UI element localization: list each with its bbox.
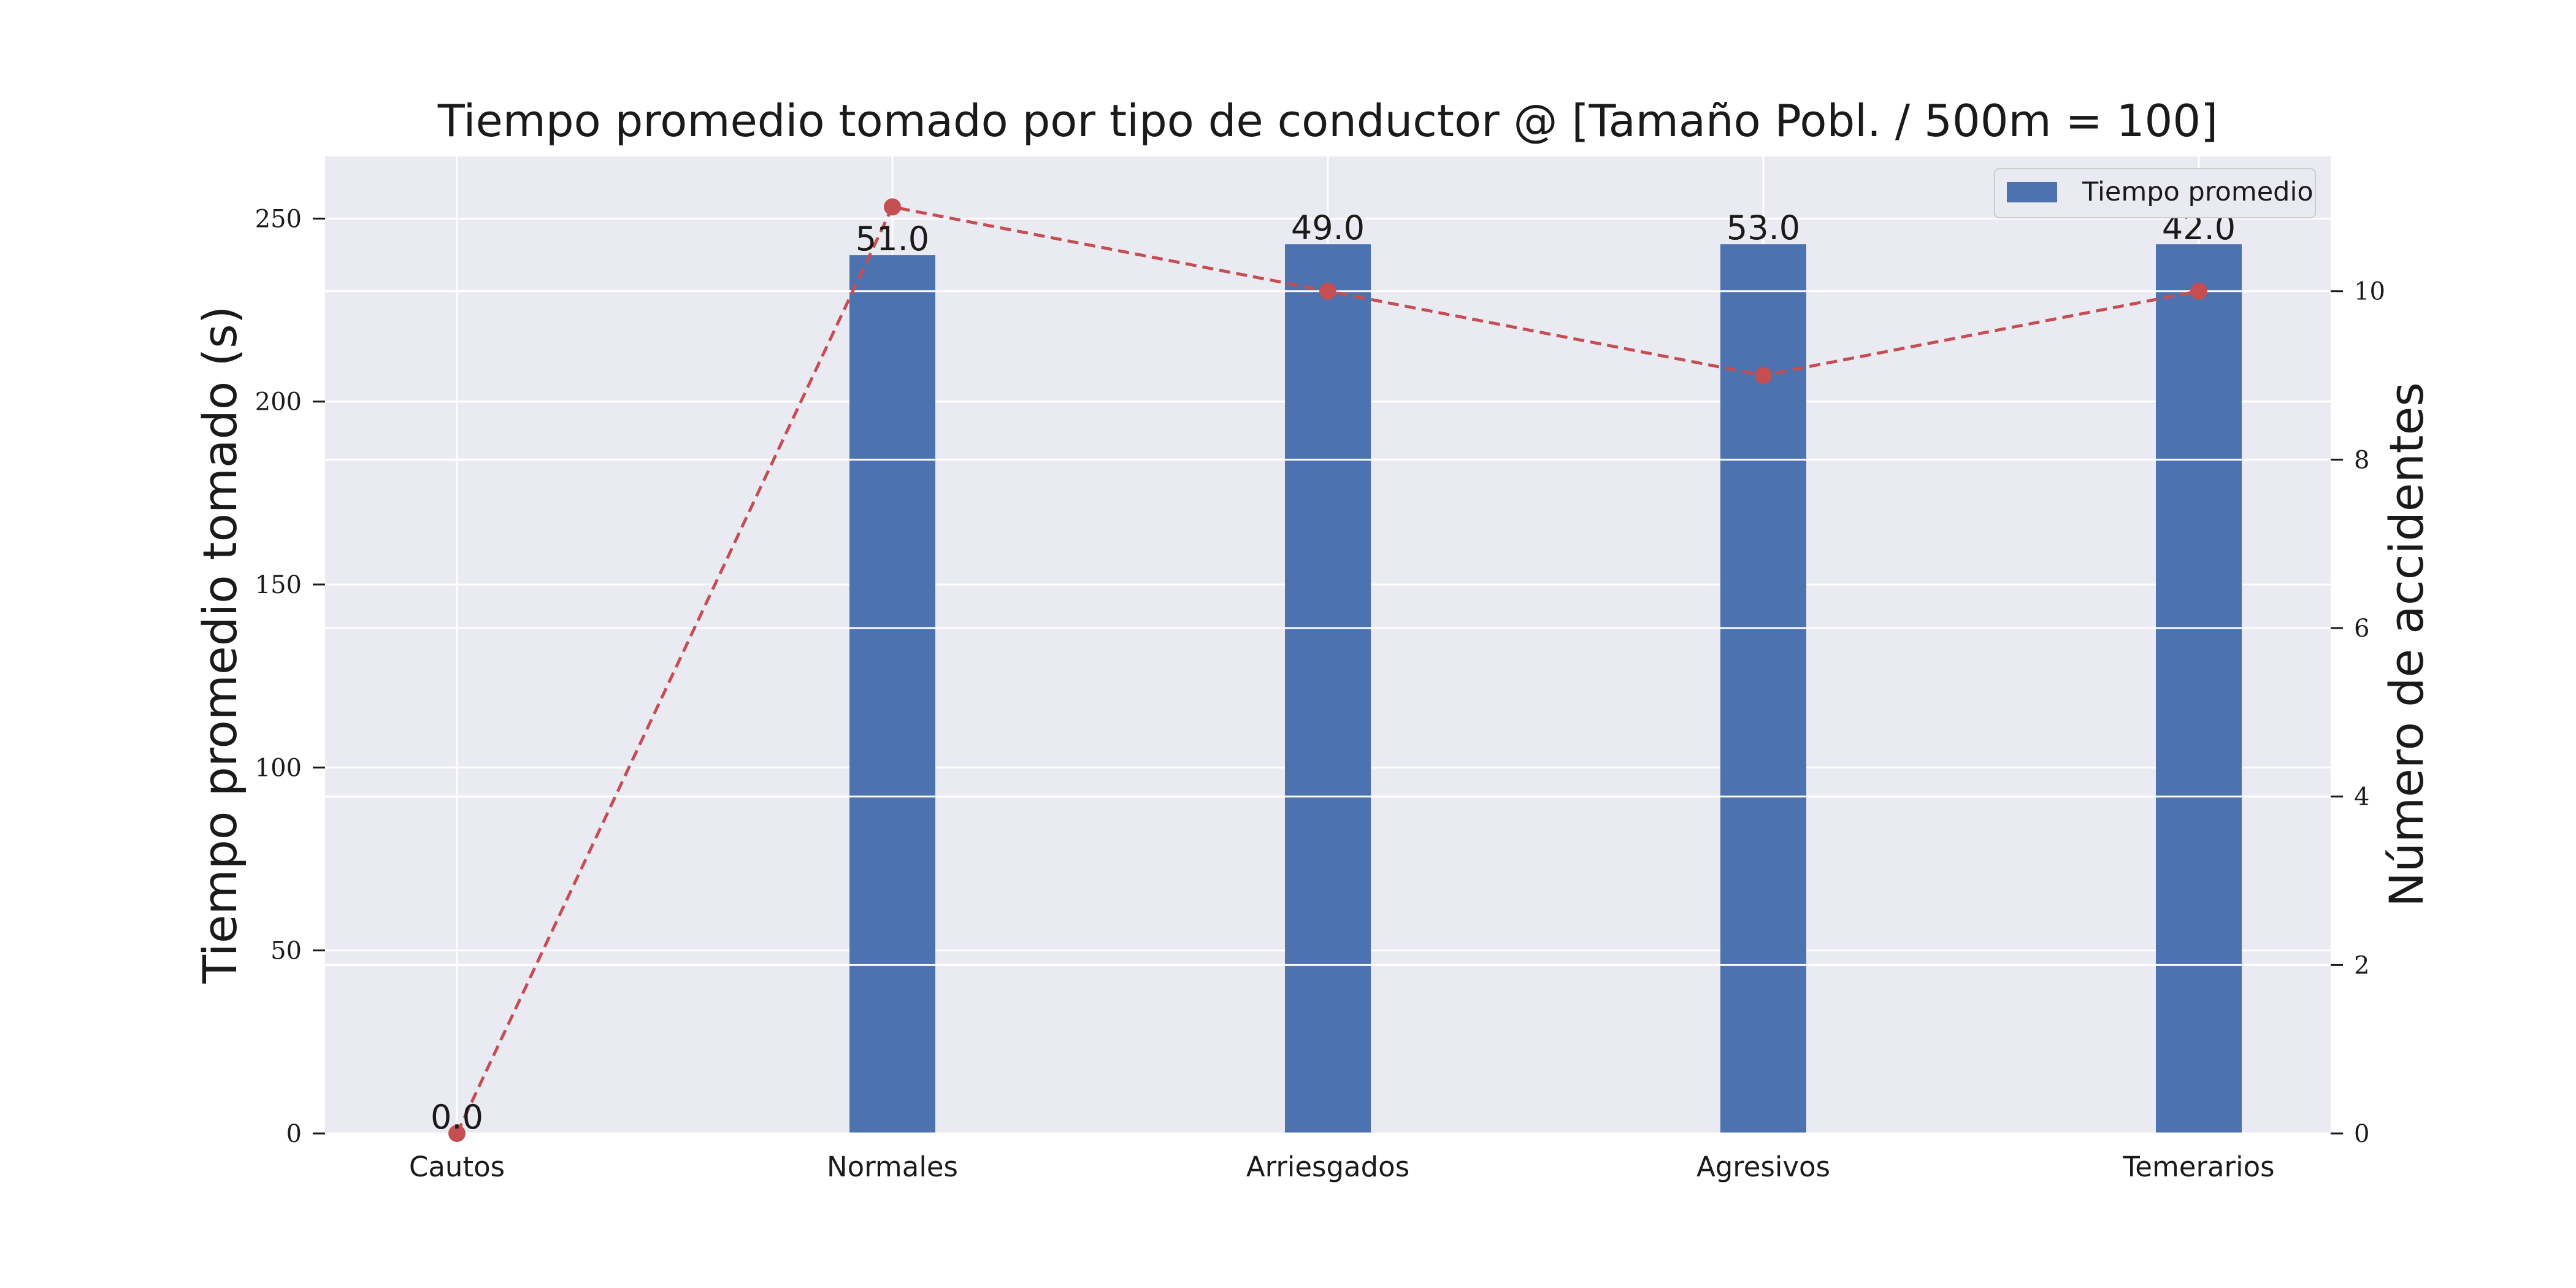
bar bbox=[1720, 244, 1806, 1133]
y-axis-label: Tiempo promedio tomado (s) bbox=[193, 306, 247, 984]
x-tick-label: Arriesgados bbox=[1246, 1151, 1409, 1183]
bar bbox=[1285, 244, 1371, 1133]
line-point bbox=[884, 198, 901, 216]
legend-box bbox=[1994, 168, 2316, 218]
y-tick-label: 150 bbox=[255, 571, 302, 599]
y2-tick-label: 8 bbox=[2354, 446, 2369, 474]
left-axis-ticks: 0 50 100 150 200 250 bbox=[255, 205, 325, 1148]
y-tick-label: 250 bbox=[255, 205, 302, 233]
line-point bbox=[448, 1125, 466, 1142]
y-tick-label: 50 bbox=[270, 937, 302, 965]
y-tick-label: 200 bbox=[255, 388, 302, 416]
legend: Tiempo promedio bbox=[1994, 168, 2316, 218]
x-tick-label: Agresivos bbox=[1696, 1151, 1830, 1183]
line-point bbox=[1319, 282, 1336, 300]
y2-tick-label: 4 bbox=[2354, 783, 2369, 811]
accidents-line bbox=[448, 198, 2207, 1142]
bar-value-label: 49.0 bbox=[1291, 209, 1365, 247]
chart-title: Tiempo promedio tomado por tipo de condu… bbox=[437, 95, 2218, 147]
y2-tick-label: 6 bbox=[2354, 615, 2369, 643]
legend-swatch bbox=[2007, 182, 2057, 202]
line-point bbox=[1755, 367, 1772, 385]
y2-tick-label: 2 bbox=[2354, 951, 2369, 979]
y2-axis-label: Número de accidentes bbox=[2379, 382, 2434, 907]
data-labels: 0.051.0 49.0 53.0 42.0 bbox=[431, 209, 2236, 1137]
x-tick-label: Temerarios bbox=[2122, 1151, 2274, 1183]
line-point bbox=[2190, 282, 2207, 300]
bar bbox=[2156, 244, 2242, 1133]
bars bbox=[325, 244, 2331, 1135]
y2-tick-label: 0 bbox=[2354, 1120, 2369, 1148]
bar bbox=[849, 255, 935, 1134]
bar-value-label: 0.0 bbox=[431, 1098, 483, 1137]
legend-label: Tiempo promedio bbox=[2082, 177, 2313, 207]
x-tick-label: Normales bbox=[827, 1151, 958, 1183]
bar-value-label: 51.0 bbox=[856, 220, 929, 258]
y2-tick-label: 10 bbox=[2354, 278, 2385, 306]
right-axis-ticks: 0 2 4 6 8 10 bbox=[2331, 278, 2385, 1148]
y-tick-label: 100 bbox=[255, 754, 302, 782]
y-tick-label: 0 bbox=[286, 1120, 302, 1148]
category-labels: Cautos Normales Arriesgados Agresivos Temera… bbox=[409, 1151, 2275, 1183]
bar-value-label: 53.0 bbox=[1727, 209, 1800, 247]
x-tick-label: Cautos bbox=[409, 1151, 505, 1183]
